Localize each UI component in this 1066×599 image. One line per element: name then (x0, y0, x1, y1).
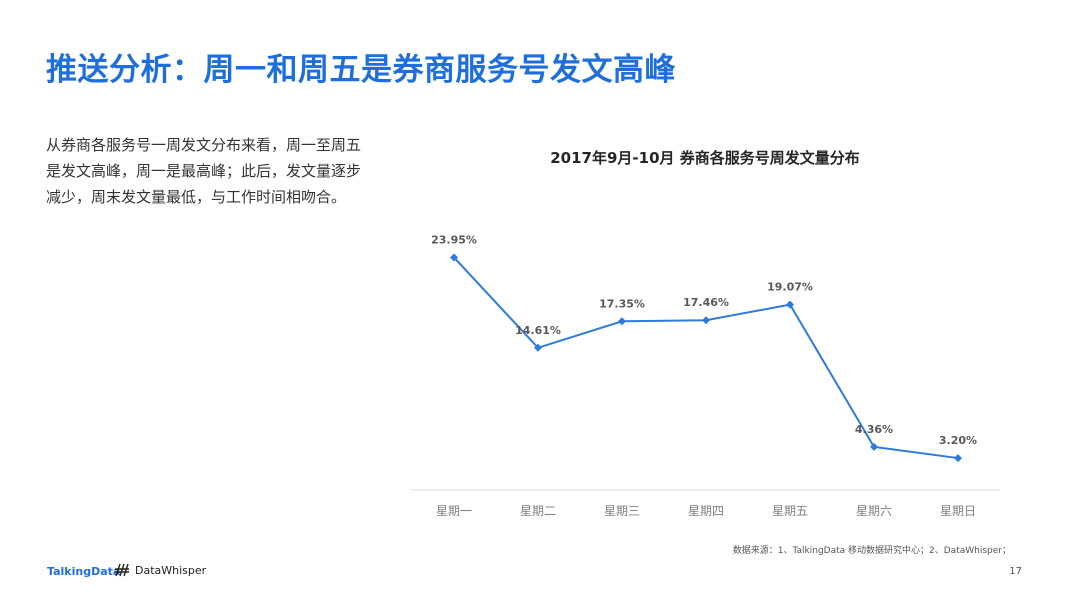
data-point (870, 442, 878, 451)
x-tick-label: 星期二 (520, 504, 556, 518)
data-point (618, 317, 626, 326)
page-number: 17 (1009, 566, 1022, 577)
talkingdata-logo: TalkingData (47, 565, 121, 578)
description-text: 从券商各服务号一周发文分布来看，周一至周五是发文高峰，周一是最高峰；此后，发文量… (46, 136, 362, 206)
data-label: 17.35% (599, 297, 645, 310)
x-tick-label: 星期四 (688, 504, 724, 518)
data-label: 23.95% (431, 233, 477, 246)
x-tick-label: 星期六 (856, 504, 892, 518)
data-label: 4.36% (855, 423, 893, 436)
datawhisper-logo: DataWhisper (114, 563, 206, 577)
data-point (702, 316, 710, 325)
data-label: 17.46% (683, 296, 729, 309)
page-title: 推送分析：周一和周五是券商服务号发文高峰 (46, 52, 676, 88)
x-tick-label: 星期五 (772, 504, 808, 518)
datawhisper-logo-text: DataWhisper (135, 563, 207, 577)
data-point (534, 343, 542, 352)
data-point (786, 300, 794, 309)
data-label: 3.20% (939, 434, 977, 447)
data-label: 14.61% (515, 324, 561, 337)
data-label: 19.07% (767, 281, 813, 294)
data-point (450, 253, 458, 262)
chart-title: 2017年9月-10月 券商各服务号周发文量分布 (550, 149, 860, 167)
data-point (954, 454, 962, 463)
x-tick-label: 星期一 (436, 504, 472, 518)
data-source-note: 数据来源：1、TalkingData 移动数据研究中心；2、DataWhispe… (732, 546, 1011, 556)
datawhisper-mark-icon (115, 563, 129, 577)
x-tick-label: 星期日 (940, 504, 976, 518)
x-tick-label: 星期三 (604, 504, 640, 518)
